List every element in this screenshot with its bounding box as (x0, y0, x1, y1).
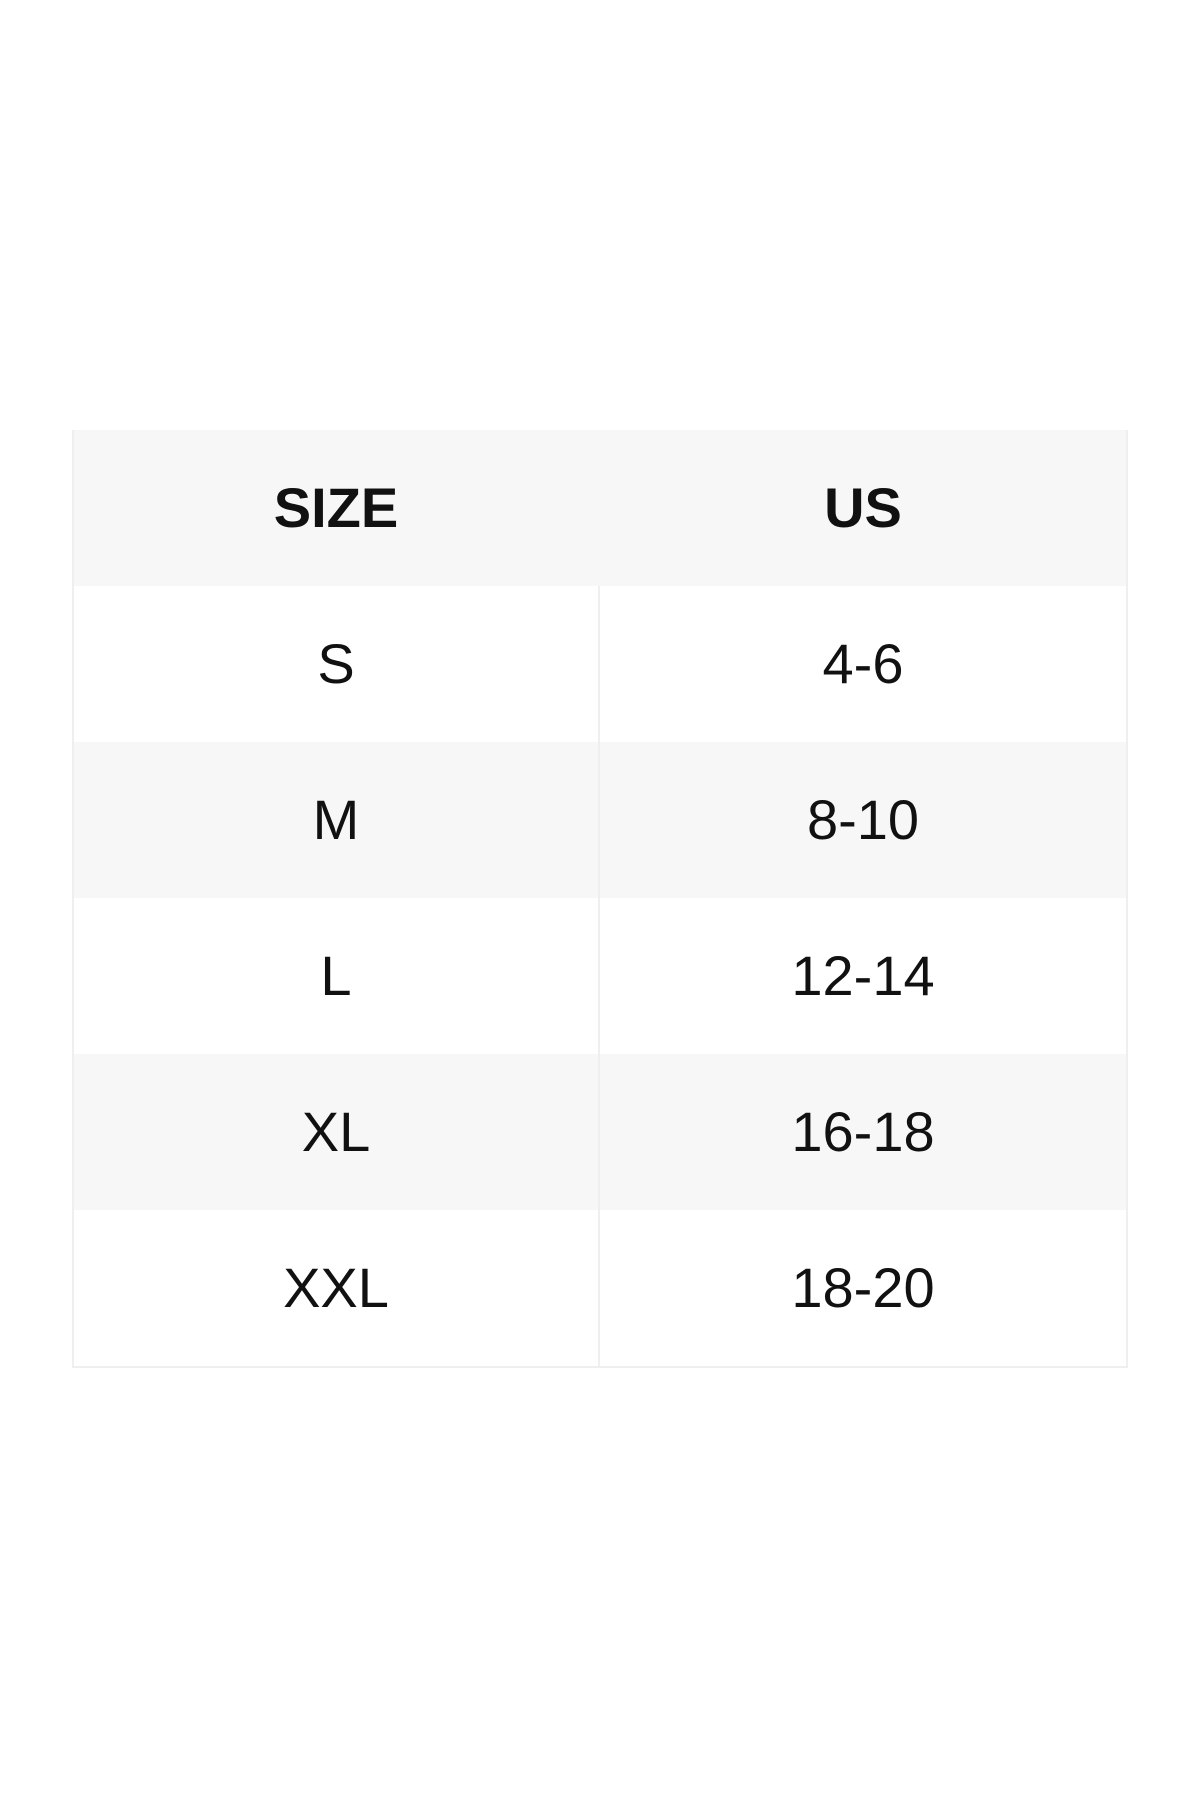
table-row-s: S 4-6 (74, 586, 1126, 742)
us-cell: 8-10 (806, 788, 920, 851)
size-cell: S (74, 586, 600, 742)
us-cell: 18-20 (791, 1256, 935, 1319)
us-cell: 12-14 (791, 944, 935, 1007)
size-chart-table: SIZE US S 4-6 M 8-10 L 12-14 XL 16-18 XX… (72, 430, 1128, 1368)
table-row-xl: XL 16-18 (74, 1054, 1126, 1210)
size-cell: L (74, 898, 600, 1054)
size-cell: XXL (74, 1210, 600, 1366)
table-row-m: M 8-10 (74, 742, 1126, 898)
us-cell: 16-18 (791, 1100, 935, 1163)
column-header-us: US (824, 476, 902, 539)
size-cell: M (74, 742, 600, 898)
us-cell: 4-6 (822, 632, 904, 695)
table-row-l: L 12-14 (74, 898, 1126, 1054)
column-header-size: SIZE (273, 476, 399, 539)
size-cell: XL (74, 1054, 600, 1210)
size-chart-header-row: SIZE US (74, 430, 1126, 586)
table-row-xxl: XXL 18-20 (74, 1210, 1126, 1366)
